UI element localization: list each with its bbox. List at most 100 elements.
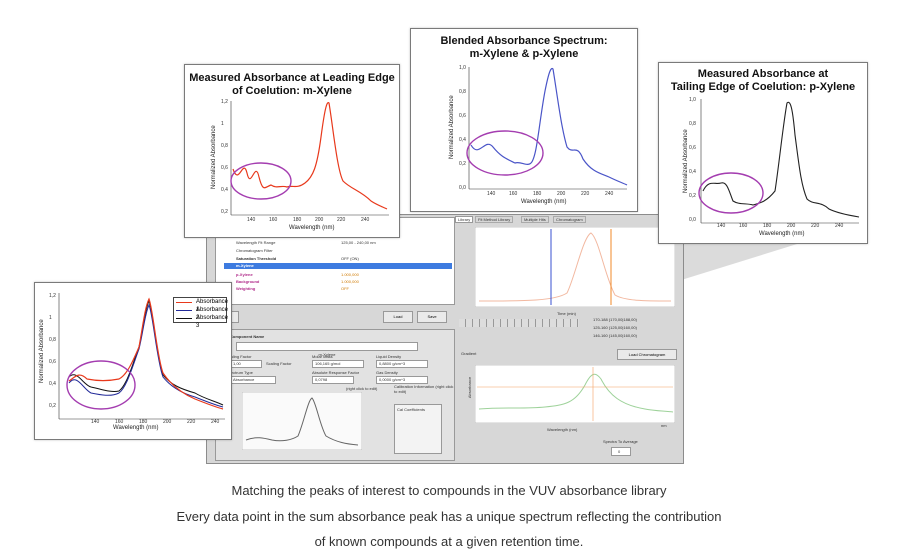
- chromatogram-xlabel: Time (min): [557, 311, 576, 316]
- x-tick-label: 240: [835, 223, 844, 229]
- caption-line-3: of known compounds at a given retention …: [314, 534, 584, 549]
- field-label: Spectrum Type: [226, 370, 253, 375]
- x-tick-label: 220: [337, 217, 346, 223]
- list-value: OFF (ON): [341, 256, 359, 261]
- tab-fit-method-library[interactable]: Fit Method Library: [475, 216, 514, 223]
- list-value: 125,00 - 240,00 nm: [341, 240, 376, 245]
- list-row[interactable]: p-Xylene: [236, 272, 253, 277]
- component-name-field[interactable]: m-Xylene: [236, 342, 418, 357]
- overlay-ylabel: Normalized Absorbance: [39, 319, 45, 383]
- legend-item: Absorbance 1: [174, 298, 228, 313]
- y-tick-label: 0,4: [689, 169, 696, 175]
- calibration-label: Calibration Information (right click to …: [394, 384, 454, 394]
- blended-xlabel: Wavelength (nm): [521, 199, 567, 205]
- list-row-selected[interactable]: m-Xylene: [224, 263, 452, 269]
- x-tick-label: 220: [811, 223, 820, 229]
- save-button[interactable]: Save: [417, 311, 447, 323]
- caption-line-1: Matching the peaks of interest to compou…: [231, 483, 667, 498]
- x-tick-label: 180: [763, 223, 772, 229]
- blended-chart: [466, 67, 628, 190]
- tab-library[interactable]: Library: [455, 216, 474, 223]
- tab-strip: Library Fit Method Library Multiple Hits…: [453, 215, 681, 223]
- y-tick-label: 0,8: [49, 337, 56, 343]
- overlay-legend: Absorbance 1 Absorbance 2 Absorbance 3: [173, 297, 228, 329]
- y-tick-label: 0,4: [221, 187, 228, 193]
- liquid-density-field[interactable]: 0,8800 g/cm^3: [376, 360, 428, 368]
- legend-item: Absorbance 2: [174, 306, 228, 321]
- x-tick-label: 140: [717, 223, 726, 229]
- leading-edge-chart: [230, 101, 389, 216]
- caption-line-2: Every data point in the sum absorbance p…: [176, 509, 722, 524]
- x-tick-label: 160: [269, 217, 278, 223]
- right-click-hint: (right click to edit): [346, 386, 378, 391]
- spectrum-xlabel: Wavelength (nm): [547, 427, 578, 432]
- gas-density-field[interactable]: 0,0000 g/cm^3: [376, 376, 428, 384]
- load-button[interactable]: Load: [383, 311, 413, 323]
- spectra-average-field[interactable]: 0: [611, 447, 631, 456]
- y-tick-label: 1,0: [459, 65, 466, 71]
- library-spectrum-plot: [242, 392, 362, 450]
- y-tick-label: 0,8: [459, 89, 466, 95]
- x-tick-label: 140: [91, 419, 100, 425]
- nm-label: nm: [661, 423, 667, 428]
- blended-panel: Blended Absorbance Spectrum: m-Xylene & …: [410, 28, 638, 212]
- channels-list: 170-188 (170,00|188,00) 125-160 (125,00|…: [587, 315, 679, 343]
- tailing-edge-panel: Measured Absorbance at Tailing Edge of C…: [658, 62, 868, 244]
- legend-item: Absorbance 3: [174, 314, 228, 329]
- list-row[interactable]: Background: [236, 279, 260, 284]
- tab-multiple-hits[interactable]: Multiple Hits: [521, 216, 549, 223]
- vuv-analysis-app: Wavelength Fit Range 125,00 - 240,00 nm …: [206, 214, 684, 464]
- field-label: Liquid Density: [376, 354, 402, 359]
- spectra-average-label: Spectra To Average: [603, 439, 638, 444]
- spectrum-ylabel: Absorbance: [467, 376, 473, 399]
- y-tick-label: 1,2: [221, 99, 228, 105]
- tab-chromatogram[interactable]: Chromatogram: [553, 216, 586, 223]
- x-tick-label: 180: [139, 419, 148, 425]
- x-tick-label: 140: [247, 217, 256, 223]
- leading-edge-title-2: of Coelution: m-Xylene: [232, 85, 352, 97]
- scaling-factor-field[interactable]: 1,00: [230, 360, 262, 368]
- coefficients-box: Cal Coefficients: [394, 404, 442, 454]
- x-tick-label: 140: [487, 191, 496, 197]
- tailing-xlabel: Wavelength (nm): [759, 231, 805, 237]
- tailing-ylabel: Normalized Absorbance: [683, 129, 689, 193]
- y-tick-label: 0,0: [689, 217, 696, 223]
- y-tick-label: 0,4: [459, 137, 466, 143]
- channel-item[interactable]: 125-160 (125,00|160,00): [593, 325, 637, 330]
- x-tick-label: 200: [163, 419, 172, 425]
- leading-edge-panel: Measured Absorbance at Leading Edge of C…: [184, 64, 400, 238]
- gradient-label: Gradient: [461, 351, 477, 356]
- field-label: Gas Density: [376, 370, 398, 375]
- tailing-edge-title-2: Tailing Edge of Coelution: p-Xylene: [670, 81, 856, 93]
- y-tick-label: 0,0: [459, 185, 466, 191]
- spectrum-type-select[interactable]: Absorbance: [230, 376, 276, 384]
- list-value: 1.000,000: [341, 279, 359, 284]
- plot-toolbar[interactable]: [459, 319, 579, 327]
- y-tick-label: 1,2: [49, 293, 56, 299]
- field-label: Molar Mass: [312, 354, 333, 359]
- load-chromatogram-button[interactable]: Load Chromatogram: [617, 349, 677, 360]
- x-tick-label: 200: [557, 191, 566, 197]
- y-tick-label: 0,6: [49, 359, 56, 365]
- y-tick-label: 0,2: [459, 161, 466, 167]
- overlay-xlabel: Wavelength (nm): [113, 425, 159, 431]
- y-tick-label: 1: [221, 121, 224, 127]
- scaling-factor-label: Scaling Factor: [266, 361, 292, 366]
- molar-mass-field[interactable]: 106,165 g/mol: [312, 360, 364, 368]
- spectrum-plot: [475, 365, 675, 423]
- x-tick-label: 220: [581, 191, 590, 197]
- field-label: Scaling Factor: [226, 354, 252, 359]
- chromatogram-plot: [475, 227, 675, 307]
- y-tick-label: 0,6: [689, 145, 696, 151]
- blended-title-2: m-Xylene & p-Xylene: [469, 48, 579, 60]
- overlay-chart: [58, 293, 225, 420]
- y-tick-label: 0,2: [49, 403, 56, 409]
- x-tick-label: 200: [787, 223, 796, 229]
- channel-item[interactable]: 146-160 (145,00|160,00): [593, 333, 637, 338]
- list-row[interactable]: Weighting: [236, 286, 256, 291]
- y-tick-label: 0,4: [49, 381, 56, 387]
- x-tick-label: 160: [115, 419, 124, 425]
- list-value: OFF: [341, 286, 349, 291]
- channel-item[interactable]: 170-188 (170,00|188,00): [593, 317, 637, 322]
- response-factor-field[interactable]: 0,0798: [312, 376, 354, 384]
